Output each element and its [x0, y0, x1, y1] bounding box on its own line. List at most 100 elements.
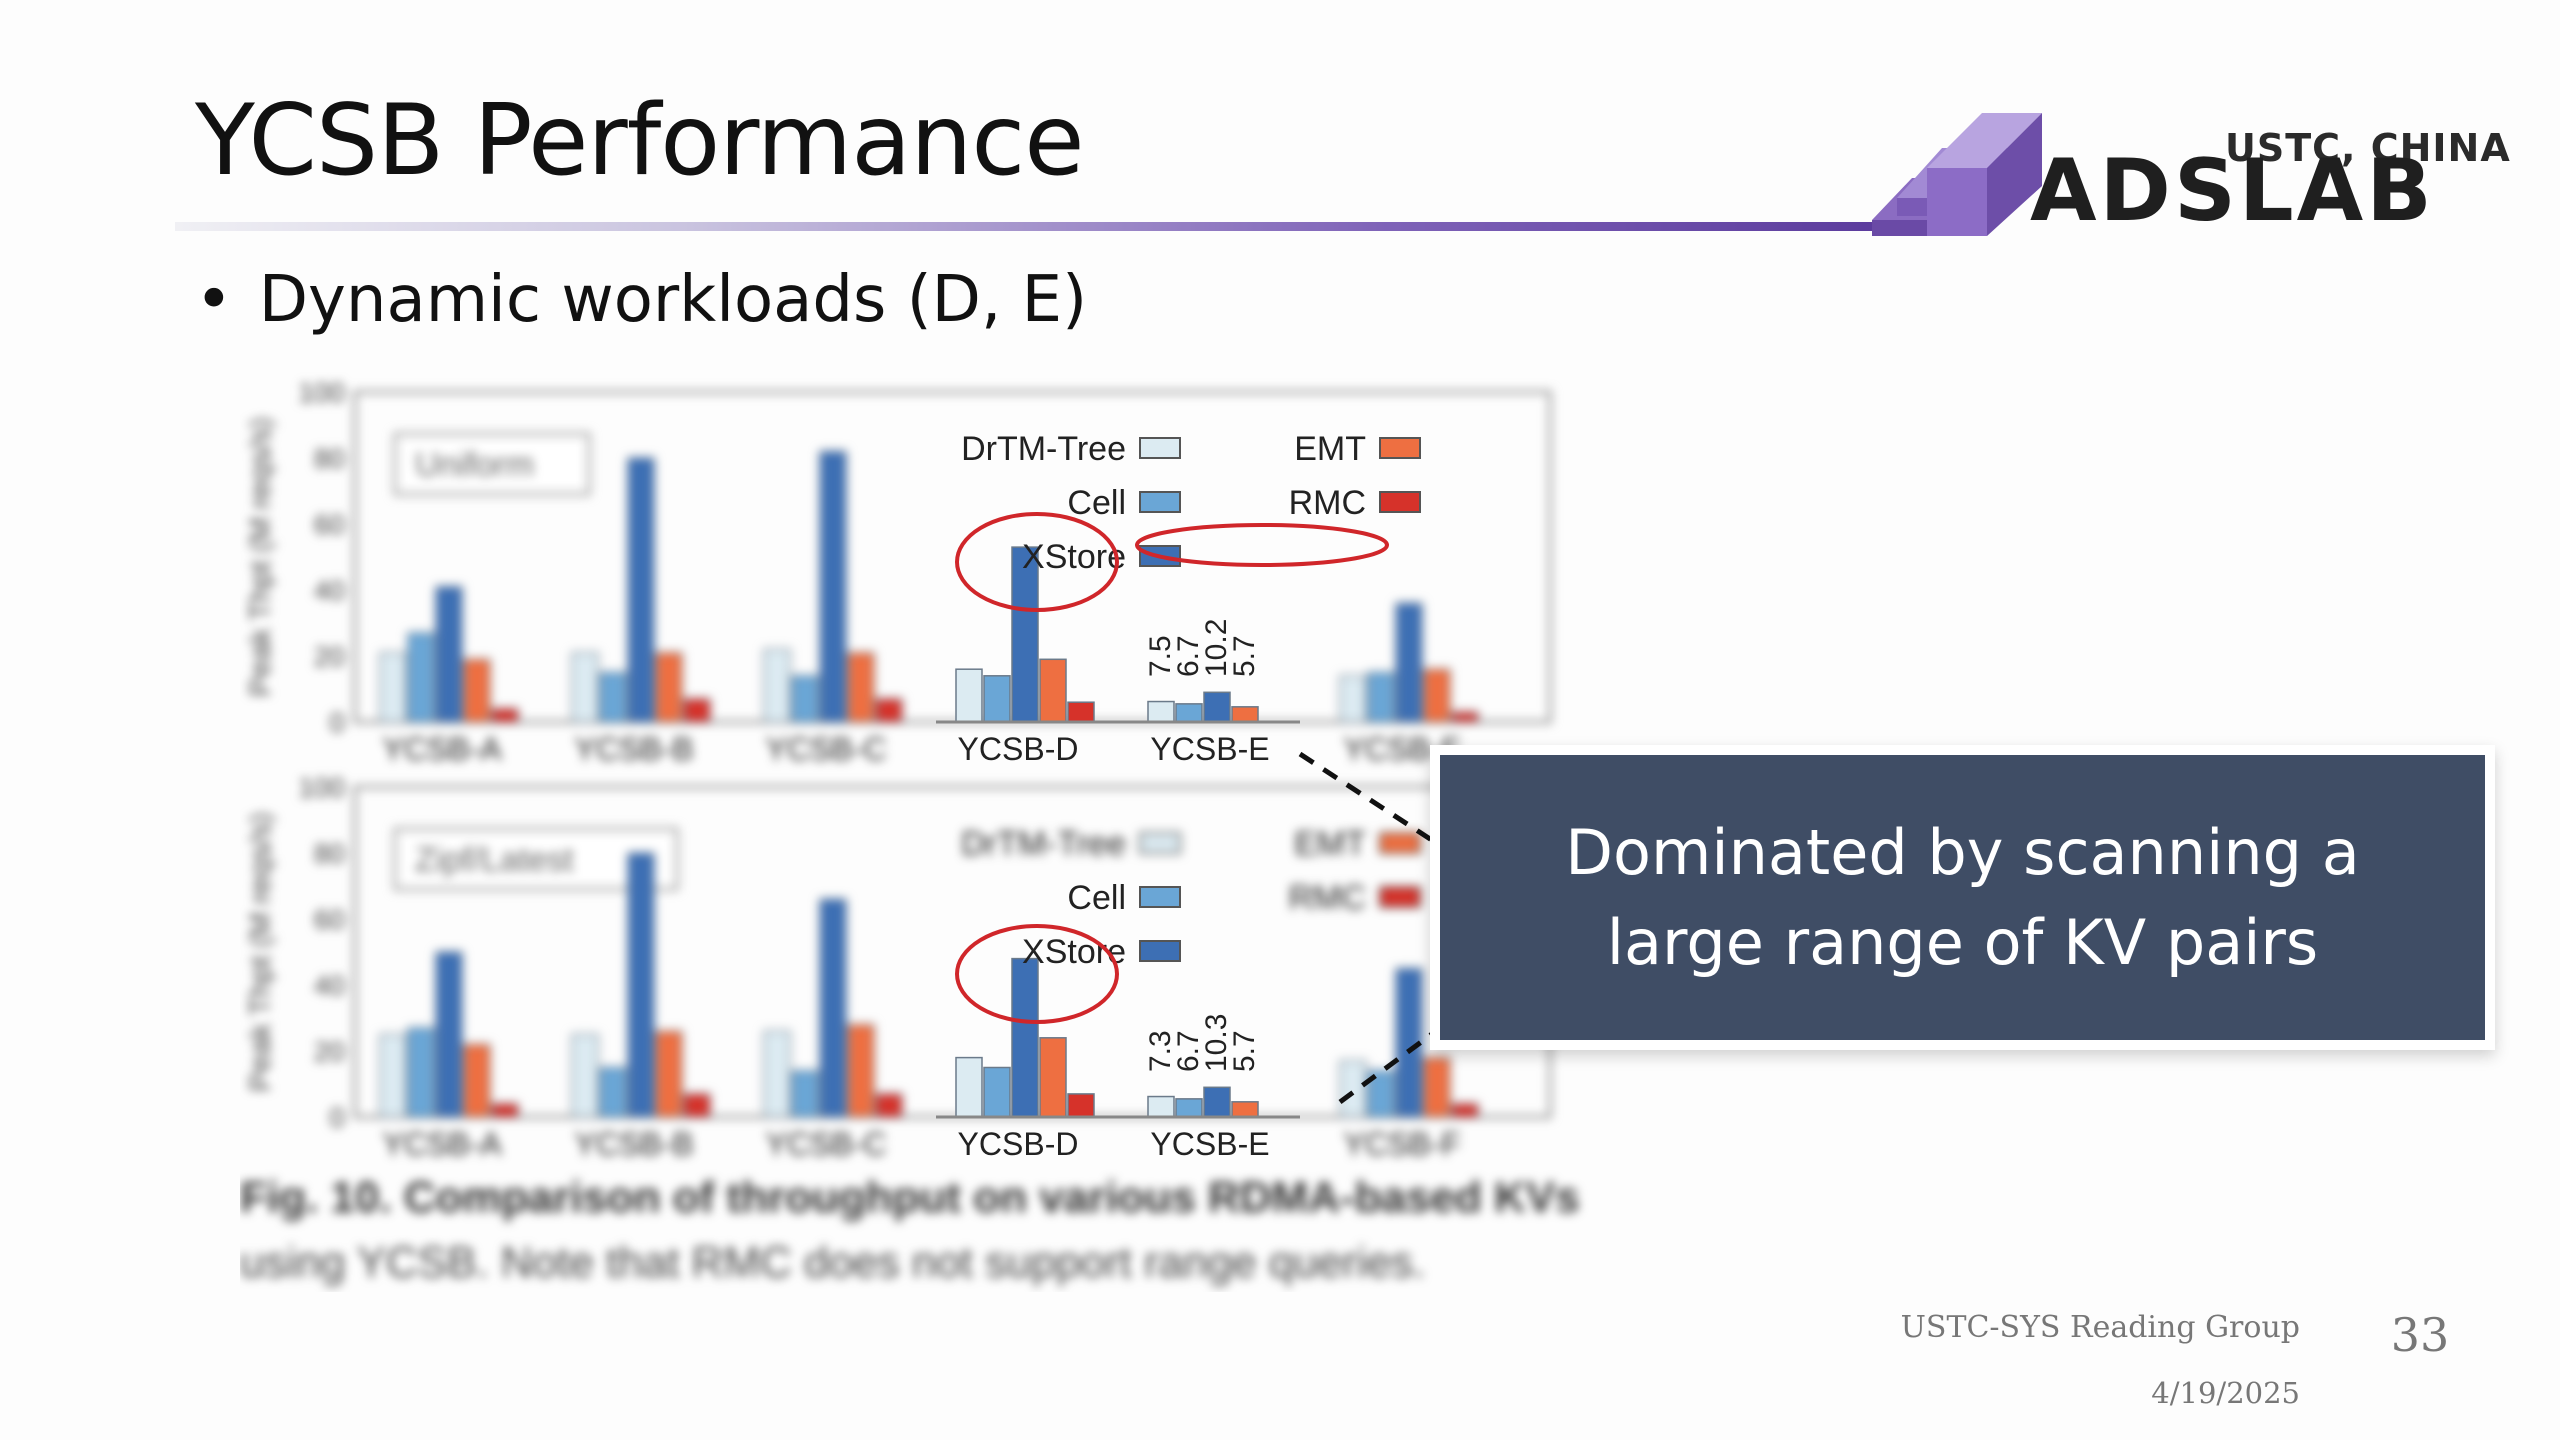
- value-annotation: 10.3: [1200, 1014, 1233, 1072]
- legend-label: Cell: [1067, 879, 1126, 917]
- bullet-dot-icon: •: [195, 263, 233, 337]
- y-tick-label: 40: [314, 575, 345, 606]
- page-number: 33: [2390, 1308, 2450, 1362]
- logo-subtitle: USTC, CHINA: [2225, 126, 2511, 170]
- bar-xstore: [435, 951, 463, 1118]
- slide-title: YCSB Performance: [195, 84, 1085, 198]
- bar-drtm-tree: [379, 651, 407, 723]
- bar-rmc: [491, 708, 519, 723]
- bullet-text: Dynamic workloads (D, E): [258, 263, 1088, 337]
- bar-rmc: [1451, 1103, 1479, 1118]
- bar-emt: [1231, 706, 1259, 723]
- bar-cell: [1175, 1098, 1203, 1118]
- value-annotation: 10.2: [1200, 619, 1233, 677]
- value-annotation: 7.3: [1144, 1030, 1177, 1072]
- bar-xstore: [1011, 546, 1039, 723]
- highlight-circle-d-uniform: [955, 512, 1119, 612]
- bar-rmc: [875, 698, 903, 723]
- y-tick-label: 100: [298, 772, 345, 803]
- value-annotation: 6.7: [1172, 1030, 1205, 1072]
- value-annotation: 5.7: [1228, 635, 1261, 677]
- bar-emt: [655, 1030, 683, 1118]
- bar-drtm-tree: [571, 651, 599, 723]
- bullet-point: • Dynamic workloads (D, E): [195, 262, 1087, 339]
- building-logo-icon: [1872, 113, 2042, 236]
- callout-text: Dominated by scanning a large range of K…: [1565, 815, 2360, 979]
- bar-drtm-tree: [379, 1033, 407, 1118]
- bar-rmc: [1067, 701, 1095, 723]
- bar-emt: [1039, 1037, 1067, 1118]
- highlight-circle-d-zipf: [955, 924, 1119, 1024]
- legend-swatch: [1379, 832, 1421, 854]
- bar-rmc: [491, 1103, 519, 1118]
- bar-xstore: [627, 457, 655, 723]
- footer-group-name: USTC-SYS Reading Group: [1900, 1310, 2300, 1345]
- legend-swatch: [1379, 886, 1421, 908]
- panel-sharp-layer: YCSB-D YCSB-E 7.56.710.25.7 DrTM-Tree Cell XS…: [936, 430, 1421, 767]
- legend-swatch: [1379, 437, 1421, 459]
- y-tick-label: 0: [329, 707, 345, 738]
- bar-drtm-tree: [1339, 1060, 1367, 1118]
- panel-zipf-latest: 0 20 40 60 80 100 Peak Thpt (M reqs/s) Zipf/Lat…: [244, 772, 1552, 1162]
- bar-drtm-tree: [1147, 1095, 1175, 1118]
- bar-cell: [407, 632, 435, 723]
- bar-rmc: [683, 698, 711, 723]
- x-tick-label: YCSB-B: [574, 731, 693, 767]
- bar-emt: [655, 651, 683, 723]
- bar-emt: [1231, 1101, 1259, 1118]
- bar-drtm-tree: [1339, 675, 1367, 723]
- panel-blurred-layer: 0 20 40 60 80 100 Peak Thpt (M reqs/s) Zipf/Lat…: [244, 772, 1552, 1162]
- x-tick-label: YCSB-E: [1150, 731, 1269, 767]
- bar-xstore: [1395, 602, 1423, 723]
- legend-swatch: [1139, 491, 1181, 513]
- value-annotation: 5.7: [1228, 1030, 1261, 1072]
- logo-name: ADSLAB: [2030, 141, 2435, 241]
- figure-caption: Fig. 10. Comparison of throughput on var…: [240, 1173, 1580, 1287]
- panel-label: Zipf/Latest: [415, 841, 574, 879]
- legend-swatch: [1139, 832, 1181, 854]
- y-tick-label: 20: [314, 641, 345, 672]
- x-tick-label: YCSB-F: [1343, 1126, 1460, 1162]
- bar-emt: [1039, 658, 1067, 723]
- x-tick-label: YCSB-D: [958, 731, 1079, 767]
- bar-cell: [983, 1066, 1011, 1118]
- y-tick-label: 80: [314, 838, 345, 869]
- legend-label: RMC: [1289, 879, 1366, 917]
- bar-xstore: [435, 585, 463, 723]
- bar-drtm-tree: [955, 1056, 983, 1118]
- bar-rmc: [1451, 711, 1479, 723]
- bar-emt: [847, 1023, 875, 1118]
- bar-xstore: [819, 898, 847, 1118]
- y-axis-label: Peak Thpt (M reqs/s): [244, 417, 277, 697]
- bar-rmc: [1067, 1093, 1095, 1118]
- bar-cell: [599, 1066, 627, 1118]
- highlight-circle-xstore-legend: [1135, 523, 1389, 567]
- legend-label: Cell: [1067, 484, 1126, 522]
- x-tick-label: YCSB-E: [1150, 1126, 1269, 1162]
- caption-line-2: using YCSB. Note that RMC does not suppo…: [240, 1238, 1425, 1287]
- x-tick-label: YCSB-A: [382, 731, 502, 767]
- bar-emt: [1423, 1056, 1451, 1118]
- bar-cell: [407, 1027, 435, 1118]
- x-tick-label: YCSB-A: [382, 1126, 502, 1162]
- bar-cell: [791, 1070, 819, 1118]
- callout-box: Dominated by scanning a large range of K…: [1440, 755, 2485, 1040]
- bar-xstore: [1011, 957, 1039, 1118]
- legend-label: EMT: [1294, 825, 1366, 863]
- y-tick-label: 60: [314, 509, 345, 540]
- panel-label: Uniform: [415, 446, 534, 484]
- legend-label: EMT: [1294, 430, 1366, 468]
- y-tick-label: 100: [298, 377, 345, 408]
- bar-xstore: [819, 450, 847, 723]
- bar-emt: [463, 658, 491, 723]
- value-annotation: 7.5: [1144, 635, 1177, 677]
- x-tick-label: YCSB-C: [766, 1126, 887, 1162]
- legend-label: RMC: [1289, 484, 1366, 522]
- bar-cell: [983, 675, 1011, 723]
- bar-xstore: [1203, 1086, 1231, 1118]
- y-tick-label: 0: [329, 1102, 345, 1133]
- bar-drtm-tree: [763, 1030, 791, 1118]
- bar-xstore: [627, 852, 655, 1118]
